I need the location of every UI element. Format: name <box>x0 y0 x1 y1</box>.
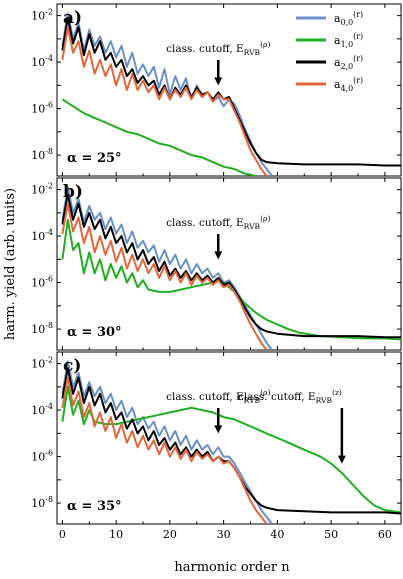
cutoff-arrowhead <box>214 425 223 434</box>
series-line-0 <box>61 360 273 524</box>
legend-label: a0,0(r) <box>334 10 363 27</box>
plot-frame <box>56 177 402 351</box>
cutoff-annotation: class. cutoff, ERVB(z) <box>238 388 342 405</box>
x-tick-label: 10 <box>109 528 123 541</box>
y-tick-label: 10-2 <box>31 182 53 197</box>
y-tick-label: 10-2 <box>31 356 53 371</box>
panels-group: 10-2 10-4 10-6 10-8 a) α = 25° class. cutoff, … <box>31 3 402 541</box>
angle-label: α = 35° <box>67 499 122 514</box>
series-line-1 <box>61 218 401 341</box>
x-tick-label: 30 <box>217 528 231 541</box>
y-tick-label: 10-6 <box>31 275 53 290</box>
y-tick-label: 10-6 <box>31 101 53 116</box>
panel-label: a) <box>63 8 82 28</box>
plot-frame <box>56 351 402 525</box>
series-line-2 <box>61 367 401 515</box>
curves <box>61 186 401 350</box>
y-tick-label: 10-2 <box>31 8 53 23</box>
plot-frame <box>56 3 402 177</box>
y-tick-label: 10-6 <box>31 449 53 464</box>
panel-label: c) <box>63 356 81 376</box>
y-tick-label: 10-4 <box>31 54 53 69</box>
panel-1: 10-2 10-4 10-6 10-8 a) α = 25° class. cutoff, … <box>31 3 402 177</box>
legend-label: a1,0(r) <box>334 32 363 49</box>
series-line-0 <box>61 12 273 176</box>
y-tick-label: 10-8 <box>31 495 53 510</box>
series-line-3 <box>61 202 268 350</box>
cutoff-arrowhead <box>337 455 346 464</box>
x-tick-label: 60 <box>378 528 392 541</box>
curves <box>61 360 401 524</box>
x-tick-label: 20 <box>163 528 177 541</box>
cutoff-arrowhead <box>214 251 223 260</box>
legend-label: a2,0(r) <box>334 54 363 71</box>
legend: a0,0(r) a1,0(r) a2,0(r) a4,0(r) <box>296 10 363 93</box>
cutoff-annotation: class. cutoff, ERVB(ρ) <box>166 388 270 405</box>
cutoff-arrowhead <box>214 77 223 86</box>
series-line-2 <box>61 16 401 167</box>
panel-label: b) <box>63 182 83 202</box>
legend-label: a4,0(r) <box>334 76 363 93</box>
panel-3: 10-2 10-4 10-6 10-8 0 10 20 30 40 50 60 c) α = 35° cl… <box>31 351 402 541</box>
series-line-3 <box>61 26 268 176</box>
y-axis-label: harm. yield (arb. units) <box>3 188 18 340</box>
y-tick-label: 10-4 <box>31 402 53 417</box>
series-line-0 <box>61 186 273 350</box>
cutoff-annotation: class. cutoff, ERVB(ρ) <box>166 40 270 57</box>
series-line-1 <box>61 385 401 514</box>
series-line-2 <box>61 193 401 339</box>
x-axis-label: harmonic order n <box>174 560 290 575</box>
angle-label: α = 30° <box>67 325 122 340</box>
y-tick-label: 10-8 <box>31 147 53 162</box>
x-tick-label: 0 <box>59 528 66 541</box>
x-tick-label: 50 <box>324 528 338 541</box>
y-tick-label: 10-8 <box>31 321 53 336</box>
cutoff-annotation: class. cutoff, ERVB(ρ) <box>166 214 270 231</box>
curves <box>61 12 401 176</box>
series-line-1 <box>61 98 257 176</box>
panel-2: 10-2 10-4 10-6 10-8 b) α = 30° class. cutoff, … <box>31 177 402 351</box>
series-line-3 <box>61 376 268 524</box>
x-tick-label: 40 <box>270 528 284 541</box>
angle-label: α = 25° <box>67 151 122 166</box>
y-tick-label: 10-4 <box>31 228 53 243</box>
